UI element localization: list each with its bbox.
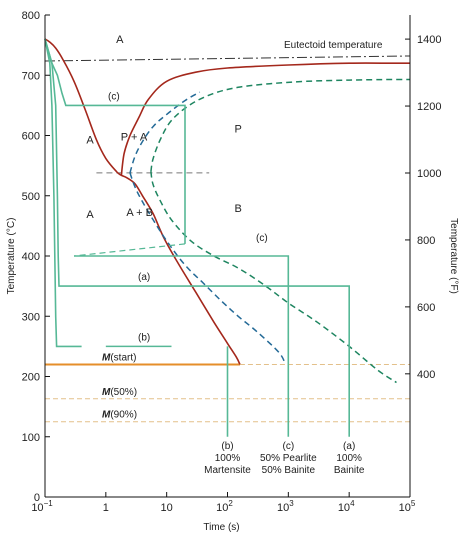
region-label-6: B	[235, 203, 242, 215]
y-tick-label-5: 500	[22, 191, 40, 203]
region-label-0: A	[116, 34, 124, 46]
x-tick-label-3: 102	[216, 499, 233, 514]
martensite-label-suffix: (90%)	[110, 410, 137, 421]
x-tick-label-2: 10	[161, 502, 173, 514]
path-label-c-upper: (c)	[108, 91, 120, 102]
transformation-curve-3	[129, 172, 287, 365]
y-tick-label-8: 800	[22, 10, 40, 22]
y-tick-label-0: 0	[34, 492, 40, 504]
martensite-label-1: M(50%)	[102, 387, 137, 398]
x-tick-label-exponent: 3	[289, 499, 294, 508]
y2-tick-label-3: 1000	[417, 168, 441, 180]
martensite-label-symbol: M	[102, 352, 111, 363]
transformation-curves-group	[44, 38, 411, 384]
eutectoid-line	[44, 55, 411, 62]
y-tick-label-6: 600	[22, 131, 40, 143]
y2-tick-label-0: 400	[417, 369, 435, 381]
cooling-paths-group	[44, 38, 350, 437]
x-tick-label-base: 10	[399, 502, 411, 514]
y-tick-label-7: 700	[22, 70, 40, 82]
caption-a-line-2: Bainite	[334, 465, 365, 476]
y-tick-label-4: 400	[22, 251, 40, 263]
x-tick-label-exponent: 4	[350, 499, 355, 508]
cooling-path-b	[44, 38, 82, 348]
region-label-1: A	[86, 135, 94, 147]
caption-b-line-1: 100%	[215, 453, 241, 464]
x-tick-label-exponent: 2	[228, 499, 233, 508]
eutectoid-label: Eutectoid temperature	[284, 40, 383, 51]
y-tick-label-3: 300	[22, 311, 40, 323]
martensite-label-suffix: (start)	[110, 352, 136, 363]
cooling-path-c-upper	[44, 38, 186, 244]
x-axis-label: Time (s)	[203, 522, 239, 533]
y2-tick-label-5: 1400	[417, 34, 441, 46]
eutectoid-line-group	[44, 55, 411, 62]
caption-c-line-2: 50% Bainite	[262, 465, 316, 476]
axes-group: 10−1 1 10 102 103 104 105010020030040050060070…	[6, 10, 459, 533]
region-label-4: P	[235, 123, 242, 135]
cooling-path-c-quench	[73, 243, 186, 257]
x-tick-label-exponent: −1	[44, 499, 54, 508]
x-tick-label-base: 10	[277, 502, 289, 514]
path-label-b: (b)	[138, 332, 150, 343]
x-tick-label-5: 104	[338, 499, 355, 514]
transformation-curve-1	[120, 62, 410, 176]
y2-axis-label: Temperature (°F)	[448, 218, 459, 294]
caption-b-line-0: (b)	[221, 441, 233, 452]
x-tick-label-6: 105	[399, 499, 416, 514]
x-tick-label-exponent: 5	[411, 499, 416, 508]
transformation-curve-4	[150, 78, 411, 172]
labels-group: Eutectoid temperatureM(start)M(50%)M(90%…	[86, 34, 382, 476]
path-label-a: (a)	[138, 272, 150, 283]
region-label-5: A + B	[126, 207, 153, 219]
x-tick-label-base: 10	[338, 502, 350, 514]
caption-c-line-1: 50% Pearlite	[260, 453, 317, 464]
martensite-label-0: M(start)	[102, 352, 136, 363]
y-tick-label-1: 100	[22, 432, 40, 444]
martensite-label-symbol: M	[102, 410, 111, 421]
y-axis-label: Temperature (°C)	[6, 218, 17, 295]
caption-a-line-1: 100%	[336, 453, 362, 464]
transformation-curve-2	[129, 91, 201, 174]
region-label-3: P + A	[121, 132, 148, 144]
cooling-path-a	[44, 38, 350, 437]
caption-c-line-0: (c)	[282, 441, 294, 452]
y2-tick-label-1: 600	[417, 302, 435, 314]
y2-tick-label-4: 1200	[417, 101, 441, 113]
x-tick-label-0: 10−1	[31, 499, 53, 514]
transformation-curve-0	[44, 38, 241, 365]
caption-b-line-2: Martensite	[204, 465, 251, 476]
region-label-2: A	[86, 209, 94, 221]
martensite-label-suffix: (50%)	[110, 387, 137, 398]
caption-a-line-0: (a)	[343, 441, 355, 452]
cooling-path-c-lower	[74, 255, 290, 437]
path-label-c-lower: (c)	[256, 233, 268, 244]
transformation-curve-5	[150, 171, 397, 384]
martensite-label-symbol: M	[102, 387, 111, 398]
x-tick-label-base: 10	[31, 502, 43, 514]
y-tick-label-2: 200	[22, 372, 40, 384]
x-tick-label-1: 1	[103, 502, 109, 514]
martensite-label-2: M(90%)	[102, 410, 137, 421]
x-tick-label-4: 103	[277, 499, 294, 514]
x-tick-label-base: 10	[216, 502, 228, 514]
y2-tick-label-2: 800	[417, 235, 435, 247]
